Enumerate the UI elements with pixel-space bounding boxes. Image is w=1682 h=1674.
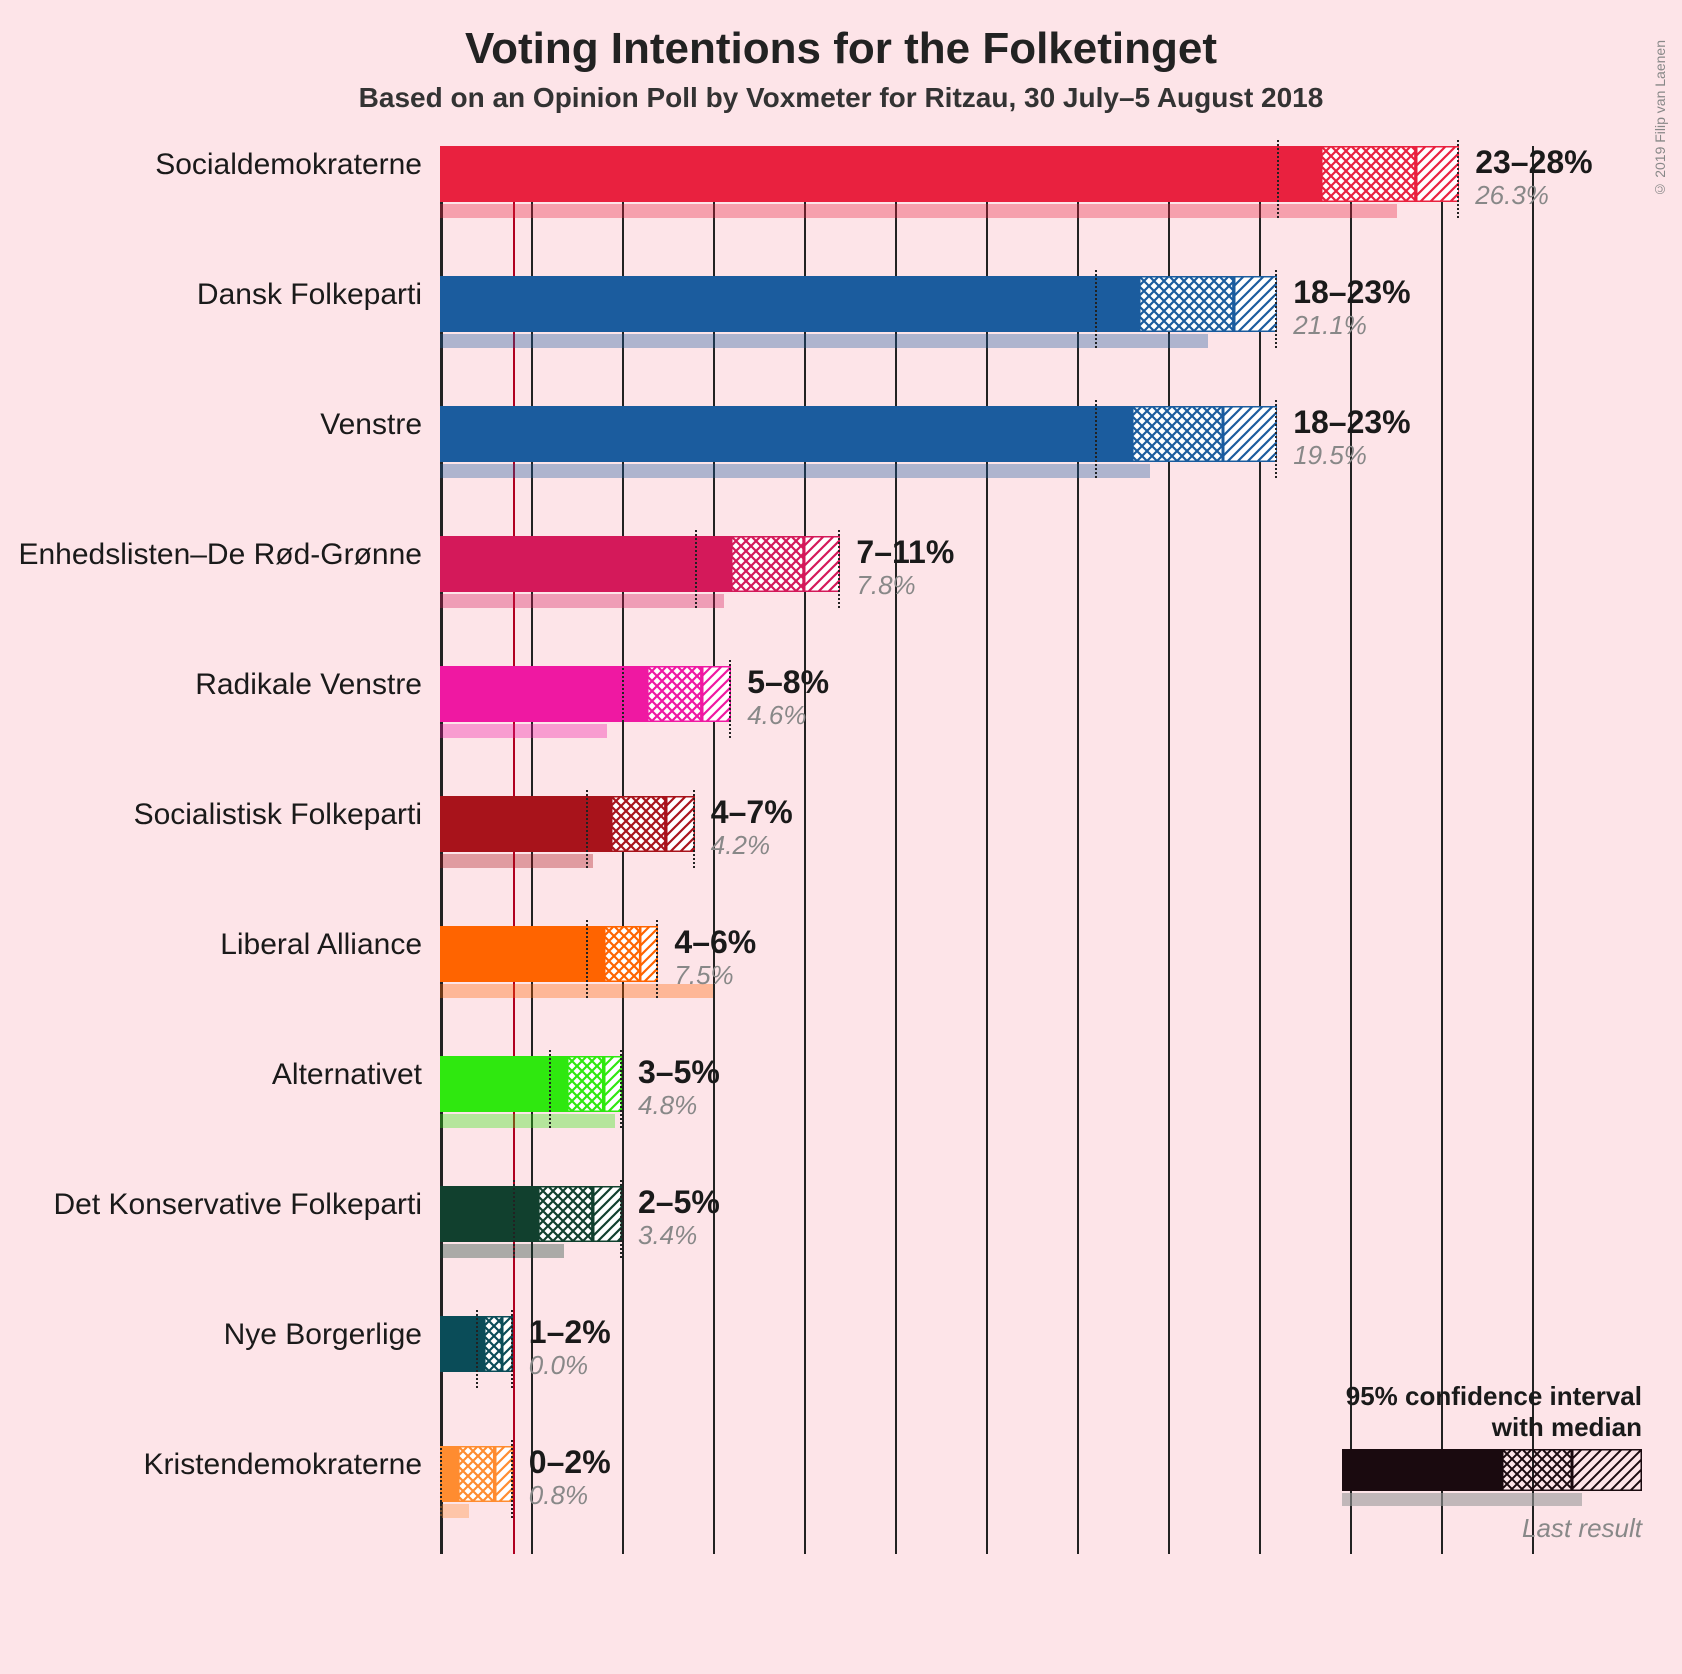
credit-text: © 2019 Filip van Laenen — [1652, 40, 1668, 198]
party-label: Kristendemokraterne — [2, 1448, 422, 1482]
party-label: Nye Borgerlige — [2, 1318, 422, 1352]
ci-extent — [476, 1310, 512, 1388]
legend-title-1: 95% confidence interval — [1342, 1381, 1642, 1412]
party-label: Det Konservative Folkeparti — [2, 1188, 422, 1222]
range-label: 4–7% — [711, 794, 793, 831]
last-label: 0.0% — [529, 1350, 588, 1381]
last-label: 4.6% — [747, 700, 806, 731]
party-label: Socialdemokraterne — [2, 148, 422, 182]
gridline — [1532, 146, 1534, 1554]
range-label: 2–5% — [638, 1184, 720, 1221]
range-label: 0–2% — [529, 1444, 611, 1481]
legend-solid — [1342, 1449, 1502, 1491]
range-label: 5–8% — [747, 664, 829, 701]
ci-extent — [586, 790, 695, 868]
party-label: Enhedslisten–De Rød-Grønne — [2, 538, 422, 572]
ci-extent — [1095, 400, 1277, 478]
party-row: Liberal Alliance4–6%7.5% — [440, 926, 1532, 1034]
party-label: Venstre — [2, 408, 422, 442]
last-result-bar — [440, 464, 1150, 478]
ci-extent — [586, 920, 659, 998]
range-label: 18–23% — [1293, 404, 1410, 441]
legend-bars — [1342, 1449, 1642, 1509]
last-result-bar — [440, 594, 724, 608]
last-label: 7.8% — [856, 570, 915, 601]
range-label: 18–23% — [1293, 274, 1410, 311]
party-label: Radikale Venstre — [2, 668, 422, 702]
range-label: 23–28% — [1475, 144, 1592, 181]
ci-extent — [695, 530, 841, 608]
party-row: Alternativet3–5%4.8% — [440, 1056, 1532, 1164]
last-result-bar — [440, 854, 593, 868]
range-label: 7–11% — [856, 534, 954, 571]
party-row: Venstre18–23%19.5% — [440, 406, 1532, 514]
last-label: 21.1% — [1293, 310, 1367, 341]
ci-extent — [1277, 140, 1459, 218]
bar-solid — [440, 276, 1186, 332]
ci-extent — [440, 1440, 513, 1518]
legend-title-2: with median — [1342, 1412, 1642, 1443]
last-result-bar — [440, 334, 1208, 348]
last-label: 7.5% — [674, 960, 733, 991]
party-label: Alternativet — [2, 1058, 422, 1092]
chart-title: Voting Intentions for the Folketinget — [0, 0, 1682, 74]
chart-subtitle: Based on an Opinion Poll by Voxmeter for… — [0, 82, 1682, 114]
last-result-bar — [440, 204, 1397, 218]
party-row: Dansk Folkeparti18–23%21.1% — [440, 276, 1532, 384]
party-row: Det Konservative Folkeparti2–5%3.4% — [440, 1186, 1532, 1294]
legend: 95% confidence interval with median Last… — [1342, 1381, 1642, 1544]
chart-area: Socialdemokraterne23–28%26.3% Dansk Folke… — [440, 146, 1532, 1576]
party-row: Radikale Venstre5–8%4.6% — [440, 666, 1532, 774]
legend-shadow — [1342, 1493, 1582, 1506]
last-label: 0.8% — [529, 1480, 588, 1511]
last-result-bar — [440, 984, 713, 998]
ci-extent — [513, 1180, 622, 1258]
range-label: 1–2% — [529, 1314, 611, 1351]
last-label: 4.8% — [638, 1090, 697, 1121]
party-row: Socialistisk Folkeparti4–7%4.2% — [440, 796, 1532, 904]
plot-area: Socialdemokraterne23–28%26.3% Dansk Folke… — [440, 146, 1532, 1576]
ci-extent — [549, 1050, 622, 1128]
last-result-bar — [440, 724, 607, 738]
range-label: 3–5% — [638, 1054, 720, 1091]
range-label: 4–6% — [674, 924, 756, 961]
party-row: Enhedslisten–De Rød-Grønne7–11%7.8% — [440, 536, 1532, 644]
party-row: Socialdemokraterne23–28%26.3% — [440, 146, 1532, 254]
bar-solid — [440, 146, 1368, 202]
legend-last-label: Last result — [1342, 1513, 1642, 1544]
bar-solid — [440, 406, 1168, 462]
party-label: Socialistisk Folkeparti — [2, 798, 422, 832]
ci-extent — [622, 660, 731, 738]
party-label: Liberal Alliance — [2, 928, 422, 962]
ci-extent — [1095, 270, 1277, 348]
party-label: Dansk Folkeparti — [2, 278, 422, 312]
last-label: 19.5% — [1293, 440, 1367, 471]
last-label: 4.2% — [711, 830, 770, 861]
last-label: 3.4% — [638, 1220, 697, 1251]
last-label: 26.3% — [1475, 180, 1549, 211]
